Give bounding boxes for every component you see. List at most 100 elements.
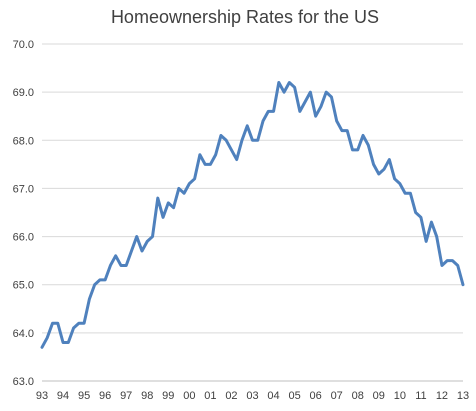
data-point [431,222,432,223]
data-point [162,217,163,218]
data-point [310,92,311,93]
x-tick-label: 12 [436,390,448,402]
data-point [141,250,142,251]
data-point [136,236,137,237]
data-point [115,255,116,256]
data-point [62,342,63,343]
data-point [205,164,206,165]
data-point [152,236,153,237]
data-point [383,169,384,170]
data-point [289,82,290,83]
x-tick-label: 94 [57,390,69,402]
data-point [126,265,127,266]
x-tick-label: 96 [99,390,111,402]
data-point [452,260,453,261]
data-point [336,120,337,121]
data-point [299,111,300,112]
x-tick-label: 00 [183,390,195,402]
y-tick-label: 67.0 [13,183,34,195]
x-tick-label: 11 [415,390,426,402]
x-tick-label: 02 [225,390,237,402]
data-point [447,260,448,261]
x-tick-label: 98 [141,390,153,402]
data-point [262,120,263,121]
x-tick-label: 09 [373,390,385,402]
data-point [462,284,463,285]
data-point [426,241,427,242]
data-point [320,106,321,107]
y-tick-label: 63.0 [13,376,34,388]
data-point [441,265,442,266]
data-point [278,82,279,83]
data-point [84,323,85,324]
x-tick-label: 99 [162,390,174,402]
data-point [389,159,390,160]
series-layer [40,81,465,349]
data-point [189,183,190,184]
data-point [57,323,58,324]
data-point [73,327,74,328]
y-tick-label: 68.0 [13,135,34,147]
chart-title: Homeownership Rates for the US [111,7,379,27]
data-point [331,96,332,97]
data-point [236,159,237,160]
y-tick-label: 66.0 [13,232,34,244]
data-point [362,135,363,136]
x-tick-label: 01 [204,390,216,402]
data-point [347,130,348,131]
x-tick-label: 04 [267,390,279,402]
x-tick-label: 97 [120,390,132,402]
data-point [110,265,111,266]
data-point [415,212,416,213]
x-tick-label: 10 [394,390,406,402]
y-tick-label: 69.0 [13,87,34,99]
gridlines [42,43,463,334]
data-point [305,101,306,102]
data-point [241,140,242,141]
data-point [378,173,379,174]
data-point [210,164,211,165]
x-tick-label: 95 [78,390,90,402]
data-point [294,87,295,88]
x-tick-label: 06 [310,390,322,402]
data-point [341,130,342,131]
data-point [410,193,411,194]
data-point [199,154,200,155]
data-point [394,178,395,179]
data-point [273,111,274,112]
data-point [89,299,90,300]
x-tick-label: 03 [246,390,258,402]
data-point [405,193,406,194]
data-point [131,250,132,251]
data-point [94,284,95,285]
data-point [78,323,79,324]
x-tick-label: 08 [352,390,364,402]
data-point [220,135,221,136]
data-point [268,111,269,112]
data-point [252,140,253,141]
data-point [183,193,184,194]
data-point [247,125,248,126]
data-point [315,116,316,117]
data-point [168,202,169,203]
data-point [173,207,174,208]
data-point [436,236,437,237]
data-point [357,149,358,150]
data-point [399,183,400,184]
series-line [40,81,465,349]
data-point [41,347,42,348]
y-tick-label: 70.0 [13,39,34,51]
data-point [99,279,100,280]
data-point [105,279,106,280]
x-tick-label: 93 [36,390,48,402]
data-point [68,342,69,343]
data-point [178,188,179,189]
data-point [47,337,48,338]
x-tick-label: 05 [288,390,300,402]
data-point [52,323,53,324]
data-point [257,140,258,141]
data-point [120,265,121,266]
y-tick-labels: 63.0 64.0 65.0 66.0 67.0 68.0 69.0 70.0 [13,39,34,388]
